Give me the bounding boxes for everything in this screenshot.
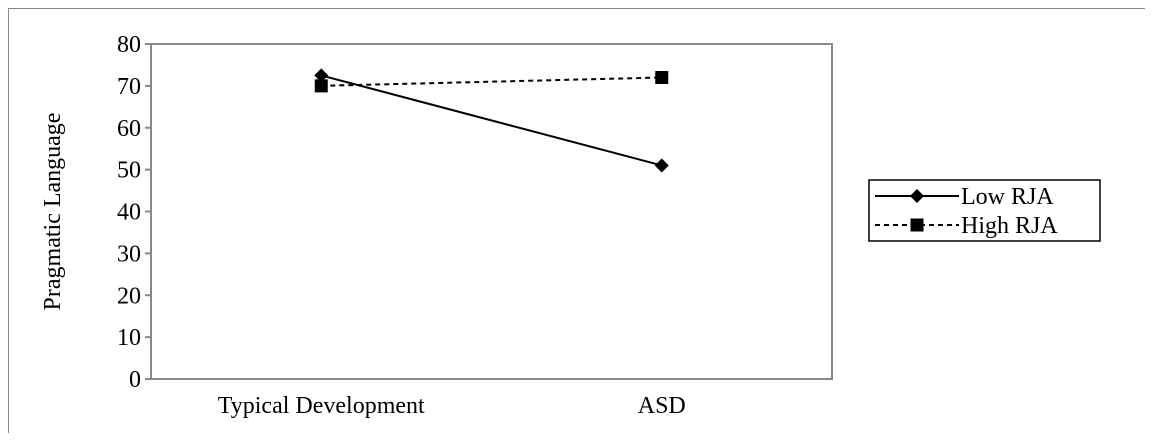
y-tick-label: 60 (117, 116, 141, 142)
legend-box (868, 179, 1101, 242)
legend-entry: High RJA (875, 213, 1058, 239)
series-high-rja (314, 71, 669, 93)
legend: Low RJA High RJA (868, 179, 1101, 242)
data-point-square (314, 79, 328, 93)
legend-label: High RJA (961, 213, 1058, 239)
x-axis: Typical Development ASD (218, 393, 686, 419)
y-tick-label: 30 (117, 241, 141, 267)
y-tick-label: 0 (129, 367, 141, 393)
legend-entry: Low RJA (875, 184, 1054, 210)
data-point-diamond (654, 158, 669, 173)
y-tick-label: 20 (117, 283, 141, 309)
x-tick-label: ASD (638, 393, 686, 419)
legend-marker (910, 189, 924, 203)
y-tick-label: 40 (117, 200, 141, 226)
y-tick-label: 80 (117, 32, 141, 58)
y-axis: 0 10 20 30 40 50 60 70 80 (117, 32, 151, 393)
legend-label: Low RJA (961, 184, 1054, 210)
y-tick-label: 10 (117, 325, 141, 351)
series-line (321, 76, 662, 87)
series-low-rja (314, 68, 669, 173)
y-tick-label: 50 (117, 158, 141, 184)
y-axis-title: Pragmatic Language (40, 113, 66, 311)
legend-marker (910, 218, 924, 232)
plot-area (150, 43, 833, 380)
x-tick-label: Typical Development (218, 393, 425, 419)
series-layer (314, 68, 669, 173)
y-tick-label: 70 (117, 74, 141, 100)
data-point-square (655, 71, 669, 84)
series-line (320, 74, 663, 167)
chart-frame (8, 8, 1145, 433)
data-point-diamond (314, 68, 329, 83)
